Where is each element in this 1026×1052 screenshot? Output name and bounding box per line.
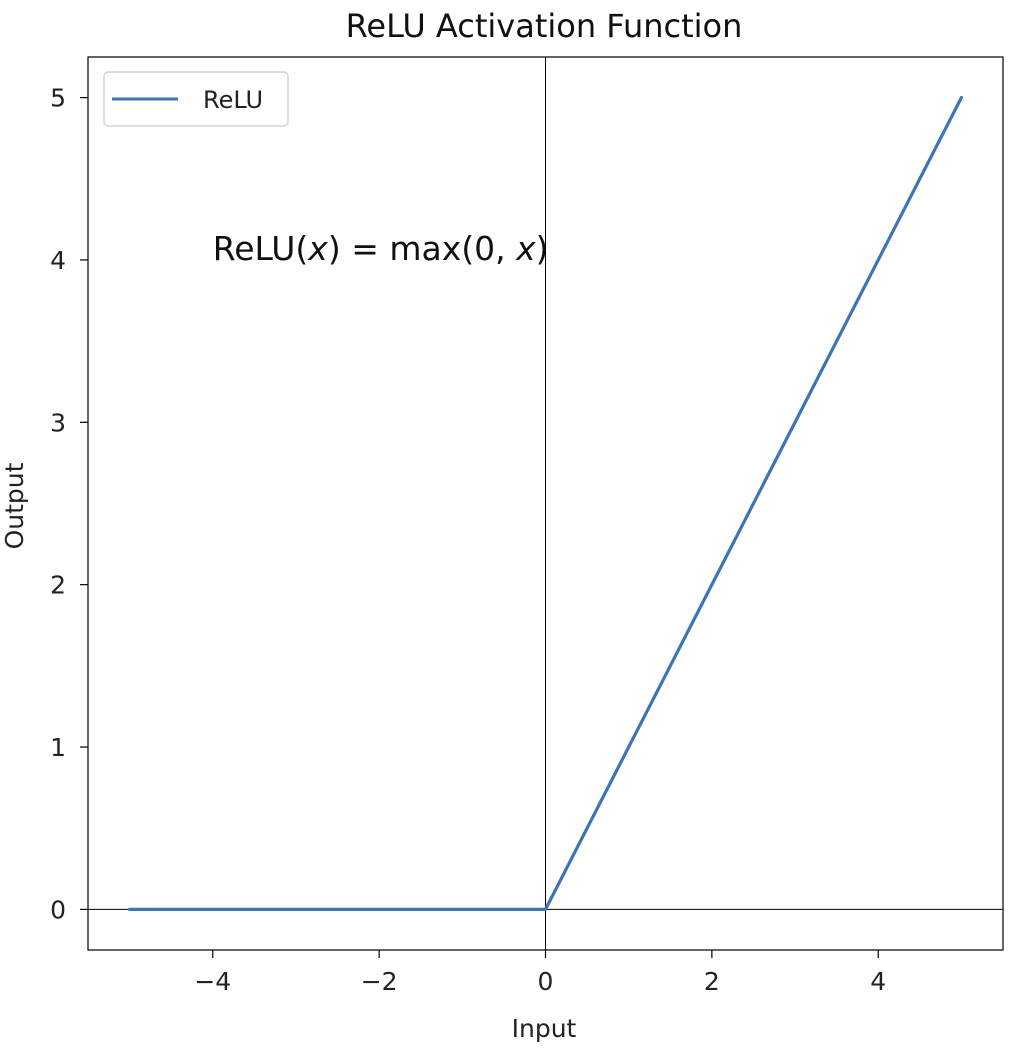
plot-area — [87, 56, 1004, 951]
x-axis-ticks: −4 −2 0 2 4 — [194, 950, 886, 996]
annotation-text-after: ) — [536, 229, 549, 268]
y-tick-label: 2 — [50, 571, 66, 600]
legend: ReLU — [103, 71, 289, 127]
x-tick-label: 0 — [538, 967, 554, 996]
y-axis-ticks: 0 1 2 3 4 5 — [50, 84, 88, 924]
x-tick-label: −2 — [361, 967, 398, 996]
y-tick-label: 1 — [50, 733, 66, 762]
y-tick-label: 0 — [50, 895, 66, 924]
legend-box — [103, 71, 289, 127]
y-tick-label: 5 — [50, 84, 66, 113]
x-tick-label: 4 — [870, 967, 886, 996]
y-tick-label: 4 — [50, 246, 66, 275]
annotation-var-x: x — [307, 229, 328, 268]
chart-title: ReLU Activation Function — [346, 7, 743, 45]
y-tick-label: 3 — [50, 408, 66, 437]
annotation-var-x2: x — [515, 229, 536, 268]
legend-label-relu: ReLU — [203, 86, 263, 114]
series-layer — [127, 95, 964, 912]
annotation-text-middle: ) = max(0, — [328, 229, 516, 268]
annotation-text-before: ReLU( — [213, 229, 309, 268]
series-line-relu — [127, 95, 964, 912]
reference-lines — [88, 57, 1003, 950]
y-axis-label: Output — [0, 462, 29, 549]
x-tick-label: 2 — [704, 967, 720, 996]
x-axis-label: Input — [512, 1014, 577, 1043]
x-tick-label: −4 — [194, 967, 231, 996]
formula-annotation: ReLU(x) = max(0, x) — [213, 229, 549, 268]
